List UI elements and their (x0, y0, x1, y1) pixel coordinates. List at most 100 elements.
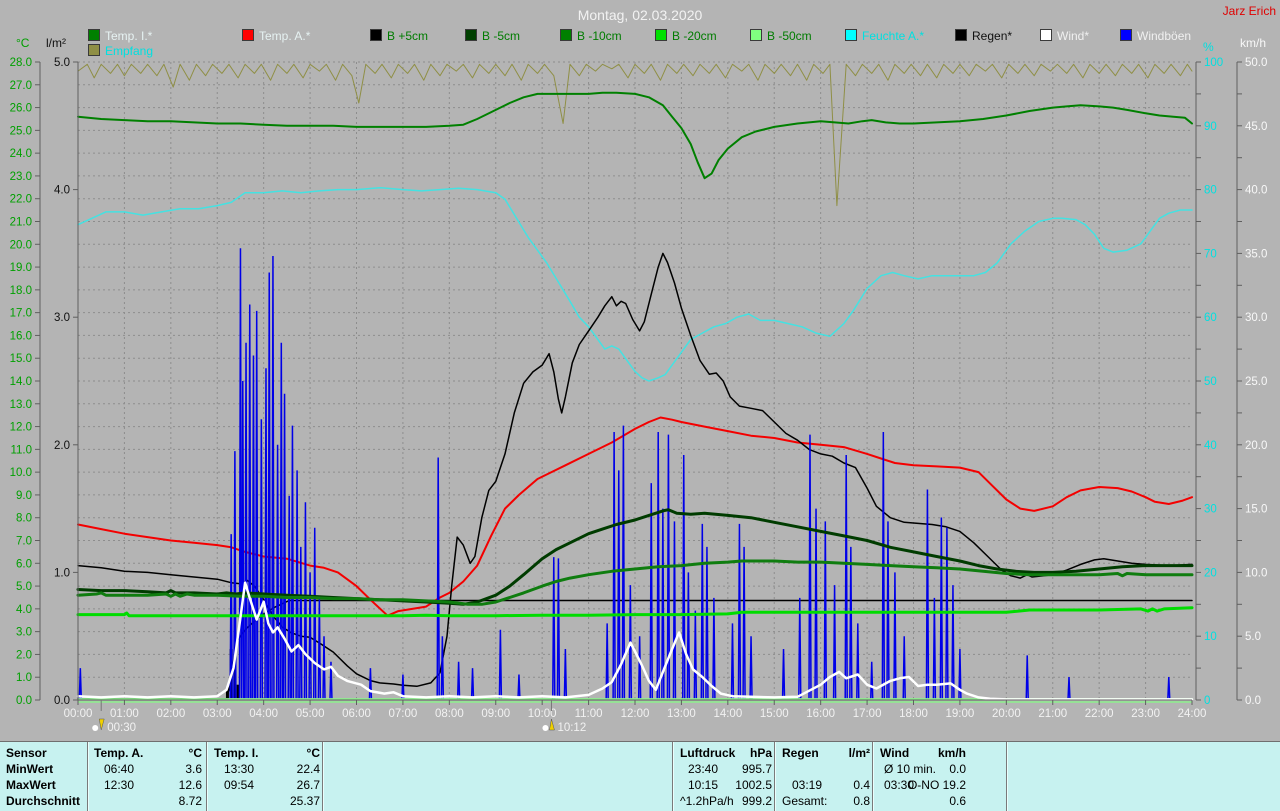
cell-max-value: 0.4 (853, 778, 870, 792)
cell-max-time: 09:54 (224, 778, 255, 792)
cell-avg-time: Gesamt: (782, 794, 828, 808)
legend-swatch-temp-aussen (242, 29, 254, 41)
legend-label: B -50cm (767, 29, 812, 43)
legend-item-regen: Regen* (955, 29, 1012, 43)
svg-text:1.0: 1.0 (54, 567, 70, 579)
legend-item-temp-aussen: Temp. A.* (242, 29, 311, 43)
svg-text:4.0: 4.0 (16, 604, 32, 616)
cell-min-time: 13:30 (224, 762, 255, 776)
col-header-temp-i: Temp. I. (214, 746, 259, 760)
legend-label: B +5cm (387, 29, 429, 43)
svg-text:90: 90 (1204, 121, 1217, 133)
svg-text:2.0: 2.0 (16, 649, 32, 661)
svg-text:7.0: 7.0 (16, 536, 32, 548)
cell-min-value: 0.0 (949, 762, 966, 776)
table-separator (322, 742, 324, 811)
svg-text:11:00: 11:00 (575, 708, 603, 720)
svg-text:20: 20 (1204, 567, 1217, 579)
col-unit-regen: l/m² (848, 746, 870, 760)
svg-text:17.0: 17.0 (10, 308, 32, 320)
svg-text:14.0: 14.0 (10, 376, 32, 388)
table-separator (87, 742, 89, 811)
svg-text:06:00: 06:00 (342, 708, 371, 720)
cell-avg-value: 8.72 (178, 794, 202, 808)
svg-text:18.0: 18.0 (10, 285, 32, 297)
legend-label: Temp. A.* (259, 29, 311, 43)
svg-text:0.0: 0.0 (1245, 695, 1261, 707)
cell-avg-value: 999.2 (741, 794, 772, 808)
cell-max-value: 1002.5 (735, 778, 772, 792)
svg-text:10:12: 10:12 (557, 722, 586, 734)
svg-text:40: 40 (1204, 440, 1217, 452)
svg-text:04:00: 04:00 (249, 708, 278, 720)
legend-label: B -5cm (482, 29, 521, 43)
svg-text:35.0: 35.0 (1245, 248, 1267, 260)
legend-swatch-wind (1040, 29, 1052, 41)
cell-min-value: 3.6 (185, 762, 202, 776)
legend-item-boden-minus10: B -10cm (560, 29, 622, 43)
legend-label: Temp. I.* (105, 29, 153, 43)
svg-text:11.0: 11.0 (10, 444, 32, 456)
svg-text:3.0: 3.0 (54, 312, 70, 324)
svg-text:05:00: 05:00 (296, 708, 325, 720)
svg-text:4.0: 4.0 (54, 185, 70, 197)
svg-text:0.0: 0.0 (54, 695, 70, 707)
legend-swatch-windboeen (1120, 29, 1132, 41)
svg-text:16.0: 16.0 (10, 330, 32, 342)
col-header-regen: Regen (782, 746, 819, 760)
cell-avg-value: 0.6 (949, 794, 966, 808)
svg-text:5.0: 5.0 (54, 57, 70, 69)
svg-text:22:00: 22:00 (1085, 708, 1114, 720)
svg-text:27.0: 27.0 (10, 80, 32, 92)
svg-text:18:00: 18:00 (899, 708, 928, 720)
svg-text:10: 10 (1204, 631, 1217, 643)
legend-swatch-boden-plus5 (370, 29, 382, 41)
svg-text:23.0: 23.0 (10, 171, 32, 183)
table-separator (1006, 742, 1008, 811)
table-row-label: Durchschnitt (6, 794, 81, 808)
svg-text:3.0: 3.0 (16, 627, 32, 639)
legend-item-boden-minus20: B -20cm (655, 29, 717, 43)
svg-text:01:00: 01:00 (110, 708, 139, 720)
legend-swatch-temp-innen (88, 29, 100, 41)
axis-unit-liter: l/m² (46, 36, 66, 50)
table-separator (774, 742, 776, 811)
svg-text:10.0: 10.0 (1245, 567, 1267, 579)
svg-text:20.0: 20.0 (1245, 440, 1267, 452)
col-header-wind: Wind (880, 746, 910, 760)
legend-label: Windböen (1137, 29, 1192, 43)
svg-text:15.0: 15.0 (1245, 504, 1267, 516)
cell-avg-time: ^1.2hPa/h (680, 794, 734, 808)
legend-item-feuchte: Feuchte A.* (845, 29, 925, 43)
svg-text:00:30: 00:30 (107, 722, 136, 734)
svg-text:14:00: 14:00 (713, 708, 742, 720)
svg-text:28.0: 28.0 (10, 57, 32, 69)
svg-text:21:00: 21:00 (1038, 708, 1067, 720)
table-separator (206, 742, 208, 811)
svg-text:5.0: 5.0 (16, 581, 32, 593)
svg-text:13.0: 13.0 (10, 399, 32, 411)
col-unit-luftdruck: hPa (749, 746, 772, 760)
cell-min-time: 23:40 (688, 762, 719, 776)
svg-text:12.0: 12.0 (10, 422, 32, 434)
svg-text:50: 50 (1204, 376, 1217, 388)
svg-text:10.0: 10.0 (10, 467, 32, 479)
cell-max-time: 10:15 (688, 778, 719, 792)
svg-text:15.0: 15.0 (10, 353, 32, 365)
svg-text:60: 60 (1204, 312, 1217, 324)
axis-unit-celsius: °C (16, 36, 30, 50)
svg-text:23:00: 23:00 (1131, 708, 1160, 720)
svg-text:15:00: 15:00 (760, 708, 789, 720)
cell-max-value: 12.6 (178, 778, 202, 792)
svg-text:40.0: 40.0 (1245, 185, 1267, 197)
cell-min-value: 22.4 (296, 762, 320, 776)
legend-label: Feuchte A.* (862, 29, 925, 43)
legend-swatch-empfang (88, 44, 100, 56)
svg-text:26.0: 26.0 (10, 103, 32, 115)
legend-item-wind: Wind* (1040, 29, 1089, 43)
svg-text:12:00: 12:00 (621, 708, 650, 720)
svg-text:16:00: 16:00 (806, 708, 835, 720)
page-title: Montag, 02.03.2020 (577, 7, 703, 23)
svg-text:24.0: 24.0 (10, 148, 32, 160)
table-row-label: Sensor (6, 746, 47, 760)
